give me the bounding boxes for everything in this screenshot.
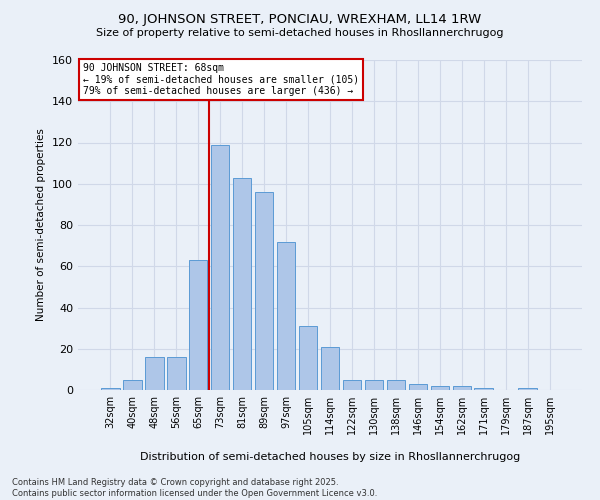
Bar — [299, 326, 317, 390]
Bar — [211, 144, 229, 390]
Bar — [475, 388, 493, 390]
Bar — [167, 357, 185, 390]
Bar — [386, 380, 405, 390]
Bar — [277, 242, 295, 390]
Text: Distribution of semi-detached houses by size in Rhosllannerchrugog: Distribution of semi-detached houses by … — [140, 452, 520, 462]
Bar — [431, 386, 449, 390]
Text: 90 JOHNSON STREET: 68sqm
← 19% of semi-detached houses are smaller (105)
79% of : 90 JOHNSON STREET: 68sqm ← 19% of semi-d… — [83, 64, 359, 96]
Bar — [101, 388, 119, 390]
Bar — [189, 260, 208, 390]
Bar — [320, 346, 340, 390]
Bar — [123, 380, 142, 390]
Y-axis label: Number of semi-detached properties: Number of semi-detached properties — [37, 128, 46, 322]
Bar — [255, 192, 274, 390]
Text: 90, JOHNSON STREET, PONCIAU, WREXHAM, LL14 1RW: 90, JOHNSON STREET, PONCIAU, WREXHAM, LL… — [118, 12, 482, 26]
Bar — [365, 380, 383, 390]
Text: Contains HM Land Registry data © Crown copyright and database right 2025.
Contai: Contains HM Land Registry data © Crown c… — [12, 478, 377, 498]
Bar — [233, 178, 251, 390]
Bar — [409, 384, 427, 390]
Text: Size of property relative to semi-detached houses in Rhosllannerchrugog: Size of property relative to semi-detach… — [96, 28, 504, 38]
Bar — [145, 357, 164, 390]
Bar — [518, 388, 537, 390]
Bar — [343, 380, 361, 390]
Bar — [452, 386, 471, 390]
